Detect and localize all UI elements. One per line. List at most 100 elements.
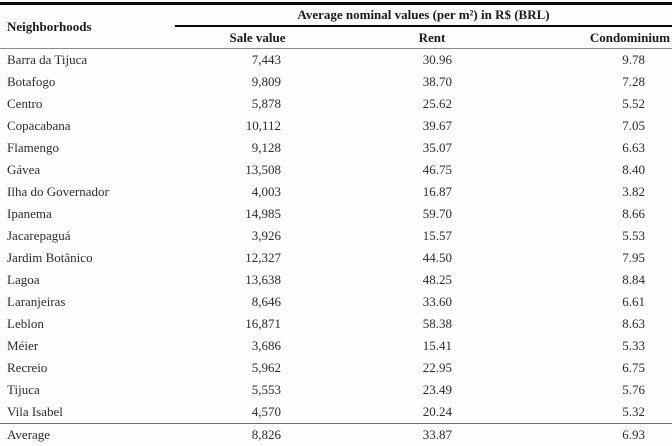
neighborhood-cell: Tijuca (7, 382, 40, 397)
sub-header-row: Sale value Rent Condominium (0, 26, 672, 49)
average-condominium-cell: 6.93 (505, 423, 672, 446)
sale-value-cell: 4,003 (251, 184, 281, 199)
sale-value-cell: 7,443 (251, 52, 281, 67)
sale-value-cell: 14,985 (245, 206, 281, 221)
neighborhood-cell: Botafogo (7, 74, 56, 89)
table-row: Centro 5,878 25.62 5.52 (0, 93, 672, 115)
rent-cell: 39.67 (422, 118, 452, 133)
rent-cell: 38.70 (422, 74, 452, 89)
sale-value-cell: 13,638 (245, 272, 281, 287)
table-row: Méier 3,686 15.41 5.33 (0, 335, 672, 357)
rent-cell: 20.24 (422, 404, 452, 419)
condominium-cell: 8.84 (622, 272, 646, 287)
neighborhood-cell: Copacabana (7, 118, 71, 133)
sale-value-column-header: Sale value (175, 26, 340, 49)
sale-value-cell: 9,809 (251, 74, 281, 89)
neighborhood-cell: Vila Isabel (7, 404, 63, 419)
average-row: Average 8,826 33.87 6.93 (0, 423, 672, 446)
table-row: Copacabana 10,112 39.67 7.05 (0, 115, 672, 137)
condominium-cell: 5.33 (622, 338, 646, 353)
condominium-cell: 8.40 (622, 162, 646, 177)
table-row: Lagoa 13,638 48.25 8.84 (0, 269, 672, 291)
rent-cell: 22.95 (422, 360, 452, 375)
rent-cell: 25.62 (422, 96, 452, 111)
sale-value-cell: 5,878 (251, 96, 281, 111)
neighborhood-cell: Flamengo (7, 140, 59, 155)
table-row: Barra da Tijuca 7,443 30.96 9.78 (0, 49, 672, 72)
sale-value-cell: 9,128 (251, 140, 281, 155)
sale-value-cell: 13,508 (245, 162, 281, 177)
rent-column-header: Rent (340, 26, 505, 49)
rent-cell: 30.96 (422, 52, 452, 67)
table-body: Barra da Tijuca 7,443 30.96 9.78 Botafogo 9,8… (0, 49, 672, 424)
sale-value-cell: 3,686 (251, 338, 281, 353)
sale-value-cell: 3,926 (251, 228, 281, 243)
table-row: Jardim Botânico 12,327 44.50 7.95 (0, 247, 672, 269)
neighborhood-cell: Laranjeiras (7, 294, 66, 309)
sale-value-cell: 5,962 (251, 360, 281, 375)
rent-cell: 48.25 (422, 272, 452, 287)
table-footer: Average 8,826 33.87 6.93 (0, 423, 672, 446)
table-row: Flamengo 9,128 35.07 6.63 (0, 137, 672, 159)
neighborhood-cell: Jacarepaguá (7, 228, 71, 243)
neighborhood-cell: Méier (7, 338, 39, 353)
neighborhood-cell: Ipanema (7, 206, 52, 221)
table-row: Gávea 13,508 46.75 8.40 (0, 159, 672, 181)
condominium-cell: 3.82 (622, 184, 646, 199)
condominium-cell: 7.05 (622, 118, 646, 133)
rent-cell: 58.38 (422, 316, 452, 331)
table-row: Jacarepaguá 3,926 15.57 5.53 (0, 225, 672, 247)
table-row: Leblon 16,871 58.38 8.63 (0, 313, 672, 335)
sale-value-cell: 10,112 (245, 118, 281, 133)
neighborhood-cell: Barra da Tijuca (7, 52, 88, 67)
table-row: Ipanema 14,985 59.70 8.66 (0, 203, 672, 225)
sale-value-cell: 5,553 (251, 382, 281, 397)
table-header: Neighborhoods Average nominal values (pe… (0, 3, 672, 49)
neighborhood-cell: Jardim Botânico (7, 250, 93, 265)
rent-cell: 46.75 (422, 162, 452, 177)
table-row: Laranjeiras 8,646 33.60 6.61 (0, 291, 672, 313)
average-nominal-values-header: Average nominal values (per m²) in R$ (B… (175, 3, 672, 27)
condominium-cell: 6.75 (622, 360, 646, 375)
rent-cell: 16.87 (422, 184, 452, 199)
neighborhood-cell: Ilha do Governador (7, 184, 109, 199)
condominium-cell: 5.53 (622, 228, 646, 243)
average-row-label: Average (0, 423, 175, 446)
table-row: Recreio 5,962 22.95 6.75 (0, 357, 672, 379)
rent-cell: 44.50 (422, 250, 452, 265)
neighborhoods-column-header: Neighborhoods (0, 3, 175, 49)
table-row: Vila Isabel 4,570 20.24 5.32 (0, 401, 672, 424)
condominium-cell: 5.52 (622, 96, 646, 111)
table-row: Ilha do Governador 4,003 16.87 3.82 (0, 181, 672, 203)
neighborhood-cell: Leblon (7, 316, 44, 331)
sale-value-cell: 12,327 (245, 250, 281, 265)
rent-cell: 33.60 (422, 294, 452, 309)
table-row: Tijuca 5,553 23.49 5.76 (0, 379, 672, 401)
sale-value-cell: 8,646 (251, 294, 281, 309)
rent-cell: 23.49 (422, 382, 452, 397)
average-sale-value-cell: 8,826 (175, 423, 340, 446)
condominium-cell: 5.76 (622, 382, 646, 397)
rent-cell: 15.41 (422, 338, 452, 353)
condominium-cell: 8.63 (622, 316, 646, 331)
rent-cell: 59.70 (422, 206, 452, 221)
rent-cell: 15.57 (422, 228, 452, 243)
neighborhood-cell: Recreio (7, 360, 48, 375)
condominium-column-header: Condominium (505, 26, 672, 49)
condominium-cell: 7.95 (622, 250, 646, 265)
average-rent-cell: 33.87 (340, 423, 505, 446)
sale-value-cell: 4,570 (251, 404, 281, 419)
span-header-row: Neighborhoods Average nominal values (pe… (0, 3, 672, 49)
rent-cell: 35.07 (422, 140, 452, 155)
condominium-cell: 5.32 (622, 404, 646, 419)
sale-value-cell: 16,871 (245, 316, 281, 331)
table-row: Botafogo 9,809 38.70 7.28 (0, 71, 672, 93)
condominium-cell: 8.66 (622, 206, 646, 221)
condominium-cell: 9.78 (622, 52, 646, 67)
condominium-cell: 7.28 (622, 74, 646, 89)
condominium-cell: 6.63 (622, 140, 646, 155)
neighborhood-cell: Gávea (7, 162, 41, 177)
neighborhood-cell: Lagoa (7, 272, 40, 287)
